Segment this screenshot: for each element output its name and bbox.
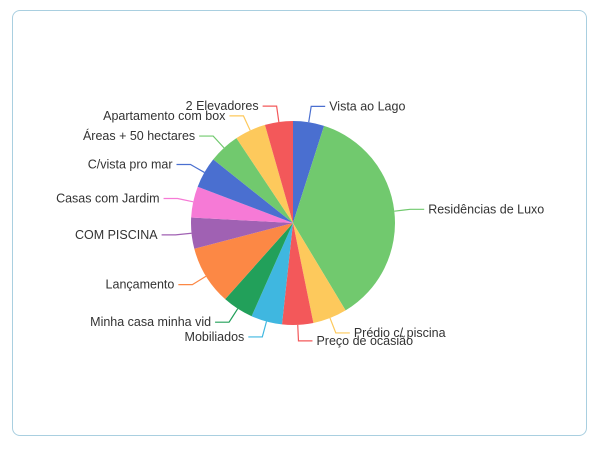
- pie-slice[interactable]: [251, 223, 293, 325]
- pie-leader-line: [329, 317, 350, 334]
- pie-leader-line: [178, 275, 207, 286]
- pie-leader-line: [215, 308, 239, 323]
- pie-leader-line: [199, 135, 225, 149]
- pie-leader-line: [163, 197, 194, 203]
- pie-slice-label: 2 Elevadores: [186, 99, 259, 113]
- pie-leader-line: [176, 163, 205, 173]
- pie-slice-label: Prédio c/ piscina: [354, 326, 446, 340]
- pie-slice[interactable]: [191, 186, 293, 223]
- pie-leader-line: [308, 105, 326, 123]
- pie-slice-label: Mobiliados: [185, 330, 245, 344]
- pie-slice-label: Apartamento com box: [103, 109, 226, 123]
- pie-slice-label: Residências de Luxo: [428, 202, 544, 216]
- pie-labels: Vista ao Lago Residências de Luxo Prédio c…: [56, 99, 544, 348]
- pie-slice-label: COM PISCINA: [75, 228, 158, 242]
- pie-slice-label: C/vista pro mar: [88, 158, 173, 172]
- pie-slice[interactable]: [236, 124, 293, 223]
- pie-slice-label: Lançamento: [106, 278, 175, 292]
- pie-leader-line: [229, 115, 251, 131]
- pie-slice[interactable]: [264, 121, 293, 223]
- pie-leader-line: [248, 321, 268, 338]
- pie-slice-label: Áreas + 50 hectares: [83, 128, 195, 143]
- pie-leader-line: [297, 324, 313, 342]
- pie-slice-label: Preço de ocasião: [316, 334, 413, 348]
- pie-leader-line: [394, 208, 425, 212]
- pie-slice[interactable]: [194, 223, 293, 300]
- pie-leader-line: [262, 105, 280, 123]
- pie-slice[interactable]: [293, 223, 346, 323]
- pie-leader-line: [161, 232, 192, 236]
- pie-slice-label: Casas com Jardim: [56, 192, 160, 206]
- pie-slice[interactable]: [213, 138, 293, 223]
- pie-slice[interactable]: [293, 121, 325, 223]
- pie-slice[interactable]: [281, 223, 314, 325]
- pie-slice[interactable]: [197, 159, 293, 223]
- pie-leader-lines: [161, 105, 425, 342]
- pie-slice-label: Minha casa minha vid: [90, 315, 211, 329]
- pie-slice[interactable]: [191, 217, 293, 249]
- pie-slice[interactable]: [225, 223, 293, 317]
- pie-slice-label: Vista ao Lago: [329, 99, 405, 113]
- pie-slice[interactable]: [293, 125, 396, 311]
- pie-slices: [191, 121, 396, 325]
